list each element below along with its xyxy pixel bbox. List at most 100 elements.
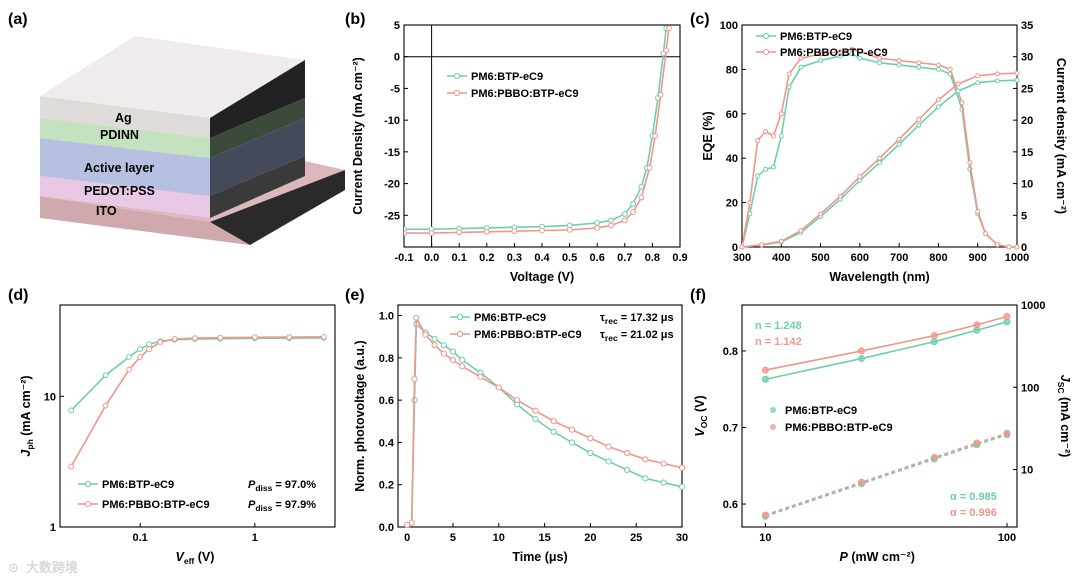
d-xtick-label: 0.1 [133, 532, 148, 544]
d-point-green [102, 372, 109, 379]
b-xtick-label: 0.1 [452, 252, 467, 264]
d-xlabel: Veff (V) [176, 550, 215, 566]
panel-f: (f) 10 100 0.6 0.7 0.8 10 100 1000 P (mW cm⁻²) VO… [690, 287, 1072, 564]
panel-a-tag: (a) [8, 11, 28, 28]
e-plot-frame [397, 304, 683, 528]
panel-a: (a) Ag PDINN Active layer [8, 11, 345, 245]
c-ytick-label: 20 [726, 198, 738, 210]
c-point-pink [857, 174, 863, 180]
b-xtick-label: 0.7 [617, 252, 632, 264]
c-point-pink [778, 111, 784, 117]
b-point-pink [456, 229, 463, 236]
e-point-green [660, 479, 667, 486]
layer-label-pedot: PEDOT:PSS [84, 184, 155, 198]
b-xlabel: Voltage (V) [510, 270, 574, 284]
c-point-pink [916, 60, 922, 66]
c-legend-label-green: PM6:BTP-eC9 [780, 31, 852, 43]
e-point-green [449, 348, 457, 355]
f-point-pink [858, 347, 866, 355]
c-ytick-label: 100 [720, 20, 738, 32]
c-y2tick-label: 35 [1021, 20, 1033, 32]
c-point-green [786, 84, 792, 90]
d-point-green [126, 354, 132, 360]
c-point-green [778, 133, 784, 139]
d-point-pink [157, 339, 164, 346]
e-ytick-label: 0.0 [379, 522, 394, 534]
b-point-pink [483, 228, 490, 235]
b-xtick-label: 0.9 [672, 252, 687, 264]
d-point-pink [102, 402, 109, 409]
b-xtick-label: 0.5 [562, 252, 577, 264]
watermark-text: 大数跨境 [26, 560, 78, 575]
d-point-pink [146, 346, 153, 352]
e-tau-green: τrec = 17.32 μs [600, 312, 674, 326]
e-point-green [678, 483, 686, 490]
c-point-pink [983, 231, 989, 237]
e-point-pink [449, 356, 457, 364]
b-point-pink [539, 227, 545, 234]
c-y2tick-label: 5 [1021, 210, 1027, 222]
f-point-green [761, 375, 769, 383]
b-series-group [404, 25, 672, 236]
c-y2tick-label: 10 [1021, 179, 1033, 191]
d-point-pink [251, 334, 258, 341]
b-xtick-label: 0.0 [424, 252, 439, 264]
c-xtick-label: 300 [733, 252, 751, 264]
d-point-pink [68, 463, 75, 470]
panel-c-tag: (c) [690, 11, 710, 28]
e-point-green [459, 356, 466, 364]
e-legend-label-green: PM6:BTP-eC9 [474, 312, 546, 324]
e-point-green [623, 466, 631, 474]
b-point-pink [594, 225, 601, 231]
d-ytick-label: 1 [50, 522, 56, 534]
f-ytick-label: 0.8 [723, 346, 738, 358]
f-xtick-label: 100 [998, 532, 1016, 544]
e-point-pink [408, 519, 415, 526]
b-xtick-label: 0.8 [645, 252, 660, 264]
b-xtick-label: 0.6 [590, 252, 605, 264]
c-xtick-label: 900 [969, 252, 987, 264]
f-y2tick-label: 10 [1021, 465, 1033, 477]
c-point-pink [994, 242, 1000, 248]
e-point-green [587, 449, 594, 457]
c-legend-label-pink: PM6:PBBO:BTP-eC9 [780, 47, 888, 59]
b-point-pink [666, 25, 672, 32]
c-y2tick-label: 30 [1021, 52, 1033, 64]
e-point-pink [568, 426, 576, 433]
c-point-green [1014, 77, 1020, 83]
panel-c: (c) 300 400 500 600 700 800 900 100002040608010… [690, 11, 1068, 284]
d-legend-marker-green [84, 480, 92, 488]
d-plot-frame [59, 304, 336, 528]
f-series-line-green [765, 433, 1008, 518]
b-point-pink [630, 209, 636, 216]
c-point-green [770, 164, 776, 170]
c-point-pink [857, 49, 863, 55]
b-ytick-label: 5 [394, 20, 400, 32]
panel-b-tag: (b) [345, 11, 365, 28]
d-pdiss-green: Pdiss = 97.0% [248, 479, 316, 493]
c-legend-marker-pink [762, 48, 770, 56]
f-legend-label-green: PM6:BTP-eC9 [785, 405, 857, 417]
c-point-pink [935, 97, 941, 103]
f-point-pink [1003, 312, 1011, 320]
e-point-pink [587, 435, 594, 442]
e-point-green [440, 342, 447, 349]
d-xtick-label: 1 [252, 532, 258, 544]
f-y2tick-label: 1000 [1021, 300, 1045, 312]
c-point-pink [1006, 244, 1012, 250]
e-xtick-label: 20 [584, 532, 596, 544]
c-point-pink [1014, 70, 1020, 76]
c-point-pink [818, 211, 824, 217]
d-point-pink [320, 333, 327, 340]
c-xlabel: Wavelength (nm) [829, 270, 929, 284]
c-plot-frame [741, 24, 1018, 248]
d-point-green [146, 341, 153, 348]
c-point-pink [837, 49, 843, 55]
d-point-pink [217, 334, 224, 341]
panel-f-plot: 10 100 0.6 0.7 0.8 10 100 1000 P (mW cm⁻²) VOC (V… [693, 300, 1072, 564]
e-ytick-label: 0.8 [379, 353, 394, 365]
b-point-pink [657, 91, 664, 98]
d-legend-marker-pink [84, 500, 92, 508]
e-xtick-label: 25 [630, 532, 642, 544]
e-point-pink [532, 407, 539, 414]
